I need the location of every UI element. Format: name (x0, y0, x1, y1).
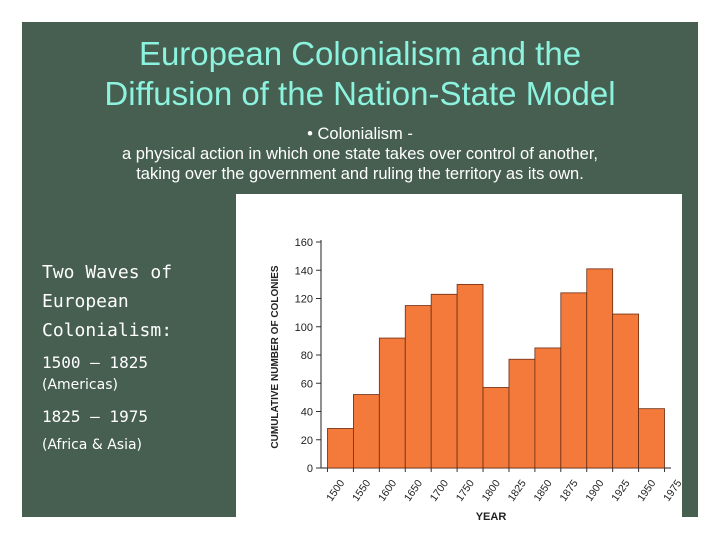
y-tick-label: 80 (301, 350, 313, 362)
x-tick-label: 1975 (661, 478, 682, 504)
bar (560, 292, 588, 469)
bar (612, 313, 639, 469)
bar (534, 347, 562, 469)
bar (482, 387, 510, 469)
slide-title-line-1: European Colonialism and the (138, 35, 582, 72)
y-axis-title: CUMULATIVE NUMBER OF COLONIES (270, 265, 281, 448)
x-tick-label: 1700 (428, 478, 451, 504)
colonialism-definition: • Colonialism - a physical action in whi… (22, 124, 698, 184)
x-tick-label: 1550 (350, 478, 373, 504)
colonies-chart: 0 20 40 60 80 100 120 140 160 1500 1550 1600 1650 170… (236, 194, 684, 530)
bar (327, 428, 354, 469)
x-tick-label: 1950 (635, 478, 658, 504)
x-tick-label: 1800 (480, 478, 503, 504)
y-tick-label: 100 (295, 322, 313, 334)
y-tick-label: 120 (295, 294, 313, 306)
chart-svg: 0 20 40 60 80 100 120 140 160 1500 1550 1600 1650 170… (270, 237, 684, 523)
bar (404, 305, 432, 469)
x-tick-label: 1825 (506, 478, 529, 504)
x-tick-label: 1875 (557, 478, 580, 504)
wave1-region: (Americas) (42, 377, 118, 393)
waves-heading: Two Waves of European Colonialism: (42, 262, 173, 341)
y-tick-label: 40 (301, 407, 313, 419)
slide-title: European Colonialism and the Diffusion o… (22, 34, 698, 114)
bar (508, 358, 536, 469)
wave1-range: 1500 – 1825 (42, 353, 148, 372)
definition-bullet: • Colonialism - (307, 125, 413, 143)
x-tick-label: 1900 (583, 478, 606, 504)
y-tick-label: 0 (307, 463, 313, 475)
bar (586, 268, 614, 469)
x-tick-label: 1600 (376, 478, 399, 504)
x-tick-label: 1850 (532, 478, 555, 504)
wave2-region: (Africa & Asia) (42, 437, 143, 453)
bar (430, 293, 458, 469)
definition-line-1: a physical action in which one state tak… (121, 145, 599, 163)
definition-line-2: taking over the government and ruling th… (136, 165, 584, 183)
wave2-range: 1825 – 1975 (42, 407, 148, 426)
y-tick-label: 160 (295, 237, 313, 249)
y-tick-label: 60 (301, 378, 313, 390)
x-axis-title: YEAR (476, 511, 507, 523)
bar (353, 394, 380, 469)
x-tick-label: 1750 (454, 478, 477, 504)
waves-panel: Two Waves of European Colonialism: 1500 … (42, 258, 272, 455)
y-tick-label: 20 (301, 435, 313, 447)
bar (378, 337, 406, 469)
x-tick-label: 1925 (609, 478, 632, 504)
bar (638, 408, 665, 469)
x-tick-label: 1650 (402, 478, 425, 504)
x-tick-label: 1500 (324, 478, 347, 504)
slide-title-line-2: Diffusion of the Nation-State Model (104, 75, 616, 112)
y-tick-label: 140 (295, 265, 313, 277)
bar (456, 283, 484, 469)
